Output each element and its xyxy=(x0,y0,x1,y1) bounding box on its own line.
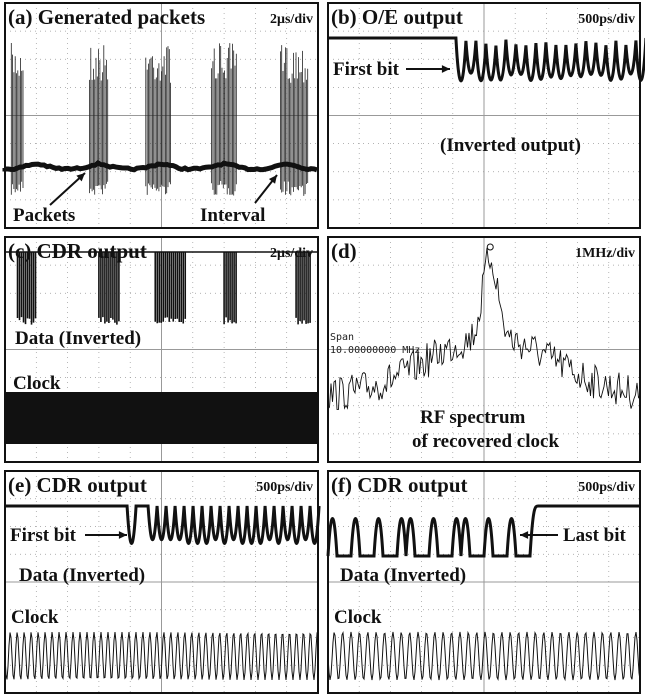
panel: (c) CDR output 2μs/div Data (Inverted) Cloc… xyxy=(5,237,318,462)
panel-scale: 500ps/div xyxy=(578,12,635,27)
panel-title: (f) CDR output xyxy=(331,473,468,497)
panel-title: (a) Generated packets xyxy=(8,5,205,29)
annotation: Packets xyxy=(13,205,75,226)
marker xyxy=(487,244,493,250)
annotation: Last bit xyxy=(563,525,626,546)
annotation: Clock xyxy=(13,373,61,394)
annotation: Data (Inverted) xyxy=(340,565,466,586)
annotation: of recovered clock xyxy=(412,431,559,452)
annotation: RF spectrum xyxy=(420,407,526,428)
panel-title: (e) CDR output xyxy=(8,473,147,497)
annotation: Clock xyxy=(11,607,59,628)
arrow-head xyxy=(520,531,528,539)
panel-title: (c) CDR output xyxy=(8,239,147,263)
arrow-head xyxy=(119,531,127,539)
arrow-head xyxy=(442,65,450,73)
annotation: Interval xyxy=(200,205,265,226)
annotation: 10.00000000 MHz xyxy=(330,345,420,356)
panel: (b) O/E output 500ps/div First bit (Inverte… xyxy=(328,3,645,228)
panel: (f) CDR output 500ps/div Last bit Data (Inv… xyxy=(328,471,640,693)
panel: (a) Generated packets 2μs/div Packets Inter… xyxy=(5,3,318,228)
clock-band xyxy=(5,392,318,444)
panel: (d) 1MHz/div Span 10.00000000 MHz RF spectru… xyxy=(328,237,640,462)
annotation: Span xyxy=(330,332,354,343)
panel-scale: 500ps/div xyxy=(256,480,313,495)
annotation: Clock xyxy=(334,607,382,628)
annotation: First bit xyxy=(333,59,400,80)
panel-scale: 500ps/div xyxy=(578,480,635,495)
panel-title: (b) O/E output xyxy=(331,5,463,29)
annotation: (Inverted output) xyxy=(440,135,581,156)
panel-scale: 2μs/div xyxy=(270,12,313,27)
panel-scale: 1MHz/div xyxy=(575,246,635,261)
annotation: Data (Inverted) xyxy=(19,565,145,586)
panel-scale: 2μs/div xyxy=(270,246,313,261)
panel-title: (d) xyxy=(331,239,357,263)
annotation: Data (Inverted) xyxy=(15,328,141,349)
annotation: First bit xyxy=(10,525,77,546)
figure: (a) Generated packets 2μs/div Packets Inter… xyxy=(0,0,645,696)
waveform xyxy=(11,43,307,196)
panel: (e) CDR output 500ps/div First bit Data (In… xyxy=(5,471,319,693)
